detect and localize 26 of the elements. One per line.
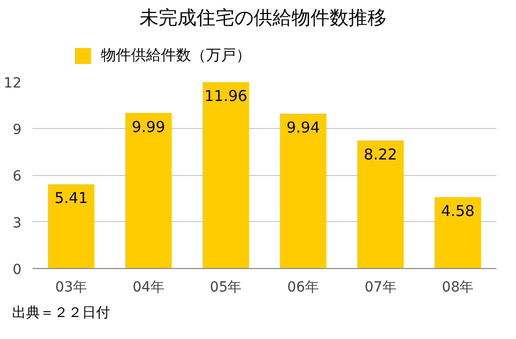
data-label: 5.41 [54, 189, 88, 208]
bar [434, 197, 482, 268]
x-tick-label: 03年 [55, 280, 88, 296]
y-tick-label: 9 [12, 122, 22, 138]
bar [357, 140, 404, 268]
legend-label: 物件供給件数（万戸） [101, 46, 251, 64]
data-label: 9.99 [132, 118, 166, 136]
x-tick-label: 08年 [442, 280, 474, 296]
source-note: 出典＝２２日付 [12, 304, 110, 323]
y-tick-label: 0 [12, 262, 22, 278]
x-tick-label: 06年 [287, 280, 320, 296]
bar [125, 112, 172, 268]
data-label: 11.96 [204, 87, 248, 106]
bar [202, 82, 250, 268]
y-tick-label: 12 [4, 76, 22, 92]
y-tick-label: 6 [12, 168, 22, 184]
chart-title: 未完成住宅の供給物件数推移 [140, 6, 386, 31]
bar [48, 184, 94, 268]
data-label: 8.22 [364, 145, 398, 164]
data-label: 4.58 [441, 202, 475, 220]
data-label: 9.94 [286, 118, 320, 137]
y-tick-label: 3 [12, 215, 22, 232]
x-tick-label: 04年 [132, 280, 164, 296]
bar [280, 114, 326, 268]
x-tick-label: 05年 [210, 280, 242, 296]
x-tick-label: 07年 [364, 280, 396, 296]
